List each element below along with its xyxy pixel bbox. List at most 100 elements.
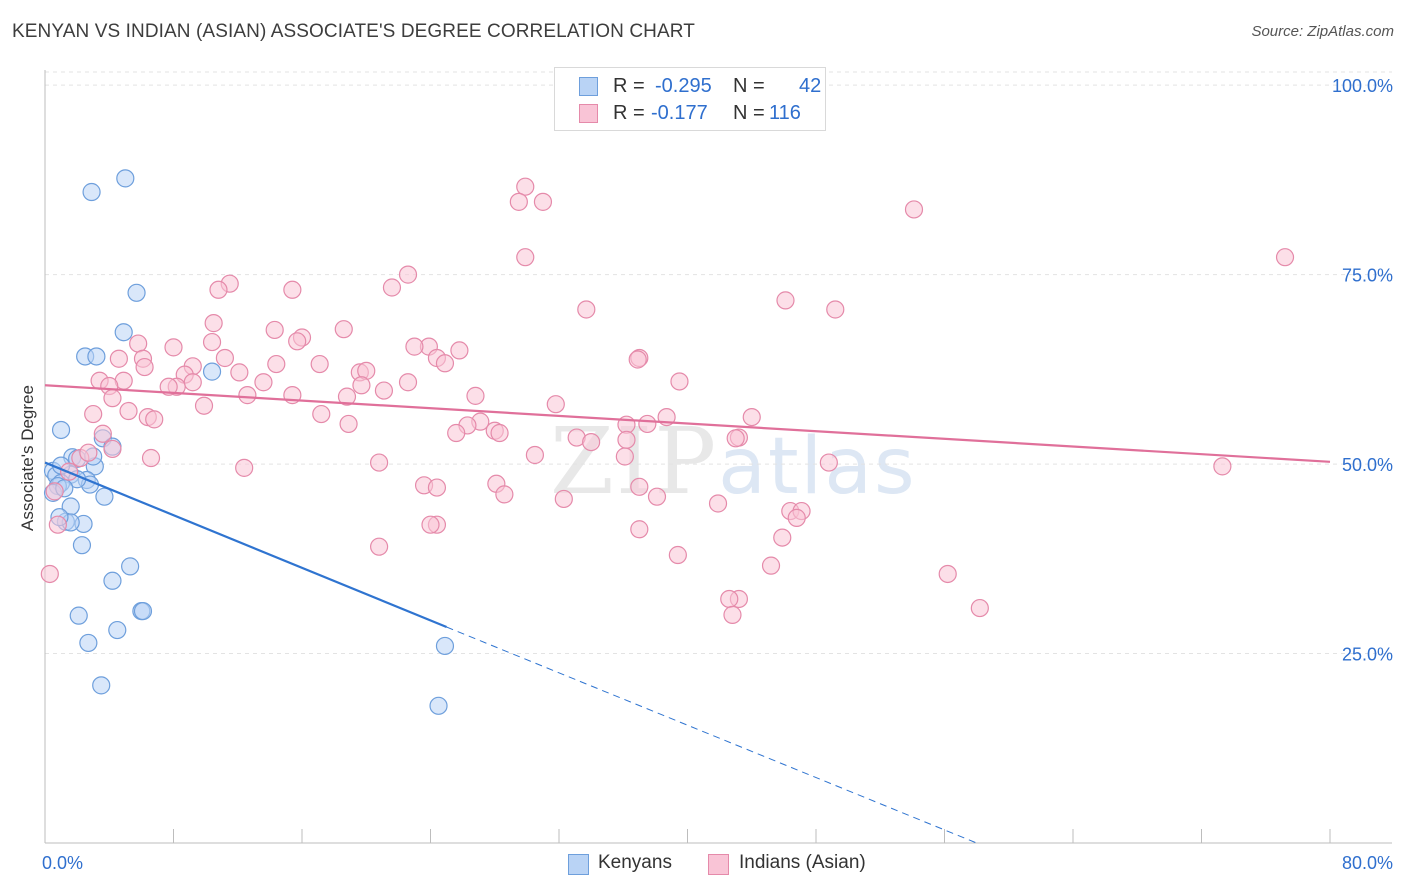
legend-r-label: R = bbox=[613, 74, 645, 97]
indian-point bbox=[103, 439, 122, 459]
indian-point bbox=[238, 386, 257, 405]
indian-point bbox=[235, 458, 254, 477]
bottom-legend-label-indians: Indians (Asian) bbox=[739, 852, 866, 873]
indian-point bbox=[129, 334, 148, 353]
x-tick-label-left: 0.0% bbox=[42, 853, 83, 873]
indian-trend-line bbox=[44, 384, 1331, 463]
kenyan-point bbox=[127, 283, 146, 302]
indian-point bbox=[427, 478, 447, 497]
kenyan-point bbox=[82, 182, 101, 202]
watermark-atlas: atlas bbox=[718, 422, 917, 512]
indian-point bbox=[582, 433, 601, 452]
indian-point bbox=[141, 448, 161, 468]
stats-legend: R = -0.295 N = 42 R = -0.177 N = 116 bbox=[554, 67, 826, 131]
kenyan-point bbox=[69, 606, 88, 625]
indian-point bbox=[617, 430, 636, 449]
indian-point bbox=[337, 387, 357, 406]
legend-r-label: R = bbox=[613, 101, 645, 124]
indian-point bbox=[670, 372, 689, 391]
indian-point bbox=[145, 410, 164, 429]
indian-point bbox=[577, 300, 596, 319]
indian-point bbox=[647, 487, 667, 506]
indian-point bbox=[93, 424, 112, 443]
indian-point bbox=[516, 248, 535, 267]
indian-point bbox=[773, 528, 792, 547]
indian-point bbox=[761, 556, 781, 575]
indian-point bbox=[398, 265, 418, 284]
kenyan-point bbox=[435, 636, 455, 656]
indian-point bbox=[405, 337, 424, 356]
indian-point bbox=[334, 320, 353, 339]
indian-point bbox=[819, 453, 838, 472]
indian-point bbox=[310, 354, 329, 374]
indian-point bbox=[370, 453, 389, 472]
indian-point bbox=[374, 381, 394, 400]
legend-swatch-kenyans bbox=[579, 77, 598, 96]
kenyan-point bbox=[133, 601, 153, 621]
indian-point bbox=[546, 395, 565, 414]
kenyan-point bbox=[114, 323, 133, 342]
kenyan-trend-line bbox=[44, 461, 447, 629]
indian-point bbox=[194, 396, 214, 415]
y-tick-label: 75.0% bbox=[1342, 266, 1393, 286]
indian-point bbox=[1213, 457, 1232, 476]
legend-r-value-indians: -0.177 bbox=[651, 101, 708, 124]
indian-point bbox=[159, 377, 178, 396]
legend-n-label: N = bbox=[733, 74, 765, 97]
indian-point bbox=[668, 545, 687, 565]
indian-point bbox=[352, 376, 371, 395]
indian-point bbox=[265, 320, 284, 340]
indian-point bbox=[630, 520, 649, 539]
indian-point bbox=[382, 278, 402, 297]
kenyan-point bbox=[92, 676, 111, 695]
indian-point bbox=[421, 515, 440, 534]
indian-point bbox=[398, 373, 418, 392]
legend-n-label: N = bbox=[733, 101, 765, 124]
indian-point bbox=[183, 373, 202, 392]
indian-point bbox=[726, 429, 745, 448]
kenyan-point bbox=[116, 169, 135, 188]
indian-point bbox=[742, 407, 761, 427]
indian-point bbox=[615, 447, 634, 466]
indian-point bbox=[533, 192, 553, 211]
legend-r-value-kenyans: -0.295 bbox=[655, 74, 712, 97]
indian-point bbox=[708, 494, 728, 513]
indian-point bbox=[209, 280, 228, 299]
indian-point bbox=[638, 414, 657, 434]
indian-point bbox=[970, 598, 989, 618]
indian-point bbox=[723, 605, 742, 624]
indian-point bbox=[79, 443, 98, 462]
indian-point bbox=[288, 332, 307, 351]
indian-point bbox=[119, 401, 138, 421]
indian-point bbox=[109, 349, 128, 368]
indian-point bbox=[435, 354, 455, 373]
kenyan-point bbox=[79, 633, 98, 653]
indian-point bbox=[787, 508, 806, 527]
chart-source: Source: ZipAtlas.com bbox=[1251, 23, 1394, 40]
indian-point bbox=[490, 423, 509, 443]
indian-point bbox=[40, 564, 59, 584]
kenyan-trend-extension bbox=[446, 626, 977, 844]
indian-point bbox=[509, 192, 528, 211]
indian-point bbox=[630, 477, 649, 496]
indian-point bbox=[267, 354, 286, 374]
kenyan-point bbox=[202, 362, 222, 381]
kenyan-point bbox=[429, 696, 448, 715]
kenyan-point bbox=[108, 620, 127, 640]
indian-point bbox=[254, 373, 273, 392]
x-tick-label-right: 80.0% bbox=[1342, 853, 1393, 873]
chart-title: KENYAN VS INDIAN (ASIAN) ASSOCIATE'S DEG… bbox=[12, 21, 695, 42]
indian-point bbox=[938, 564, 957, 584]
indian-point bbox=[720, 589, 739, 609]
indian-point bbox=[1275, 248, 1295, 267]
indian-point bbox=[164, 338, 183, 357]
indian-point bbox=[495, 485, 514, 504]
legend-n-value-kenyans: 42 bbox=[799, 74, 822, 97]
indian-point bbox=[339, 414, 358, 434]
indian-point bbox=[45, 482, 64, 501]
indian-point bbox=[447, 423, 466, 443]
indian-point bbox=[554, 489, 573, 509]
indian-point bbox=[48, 515, 67, 534]
indian-point bbox=[215, 348, 234, 368]
